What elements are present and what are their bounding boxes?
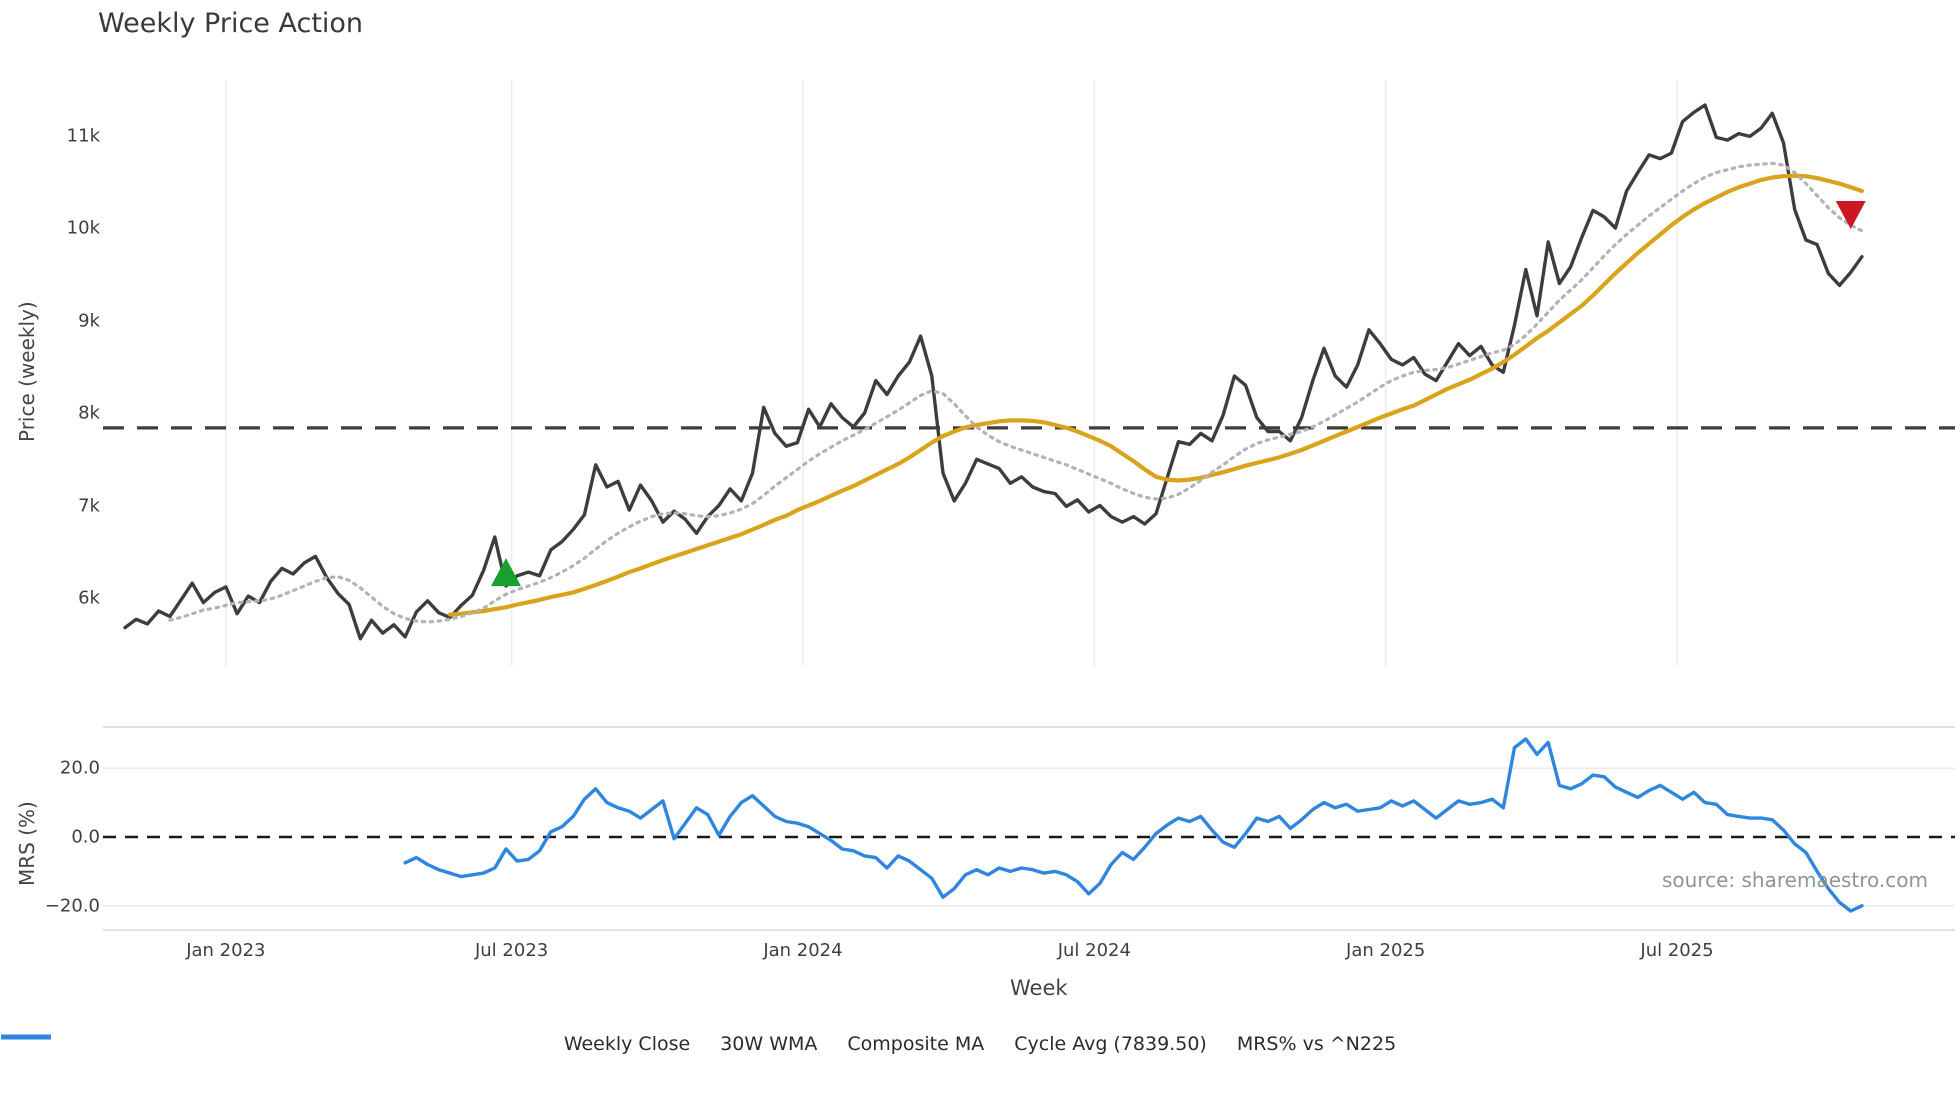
xtick-jan-2025: Jan 2025: [1346, 940, 1426, 961]
x-axis-label: Week: [1010, 976, 1068, 1000]
source-note: source: sharemaestro.com: [1662, 868, 1928, 892]
mrs-ytick-0: 0.0: [71, 826, 100, 848]
mrs-ytick-20: 20.0: [59, 757, 100, 779]
price-ytick-9k: 9k: [78, 310, 100, 331]
series-30w-wma: [447, 173, 1864, 617]
xtick-jan-2024: Jan 2024: [763, 940, 843, 961]
price-ytick-6k: 6k: [78, 587, 100, 609]
xtick-jul-2025: Jul 2025: [1640, 940, 1714, 961]
series-composite-ma: [168, 161, 1864, 624]
legend-label: Weekly Close: [563, 1033, 691, 1055]
legend-label: 30W WMA: [720, 1033, 818, 1055]
series-weekly-close: [123, 103, 1864, 641]
legend-label: Composite MA: [847, 1033, 985, 1055]
legend-label: Cycle Avg (7839.50): [1014, 1033, 1207, 1055]
xtick-jul-2024: Jul 2024: [1057, 940, 1131, 961]
price-ytick-7k: 7k: [78, 495, 100, 516]
mrs-ytick--20: −20.0: [44, 895, 100, 917]
sell-signal-marker: [1835, 201, 1866, 230]
legend-swatch-solid: [1, 1034, 51, 1040]
legend-item-composite-ma: Composite MA: [1, 1033, 985, 1055]
legend-item-30w-wma: 30W WMA: [1, 1033, 818, 1055]
chart-title: Weekly Price Action: [98, 8, 364, 39]
legend-item-weekly-close: Weekly Close: [1, 1033, 691, 1055]
buy-signal-marker: [491, 558, 522, 587]
price-ytick-11k: 11k: [66, 125, 100, 146]
legend-item-cycle-avg-7839-50-: Cycle Avg (7839.50): [1, 1033, 1207, 1055]
xtick-jan-2023: Jan 2023: [186, 940, 266, 961]
legend-item-mrs-vs-n225: MRS% vs ^N225: [1, 1033, 1397, 1055]
xtick-jul-2023: Jul 2023: [474, 940, 549, 961]
price-ytick-10k: 10k: [66, 217, 100, 239]
price-ytick-8k: 8k: [78, 402, 100, 424]
legend-label: MRS% vs ^N225: [1236, 1033, 1397, 1055]
series-mrs-vs-n225: [403, 737, 1864, 913]
legend: Weekly Close 30W WMA Composite MA Cycle Avg…: [0, 1033, 1960, 1055]
